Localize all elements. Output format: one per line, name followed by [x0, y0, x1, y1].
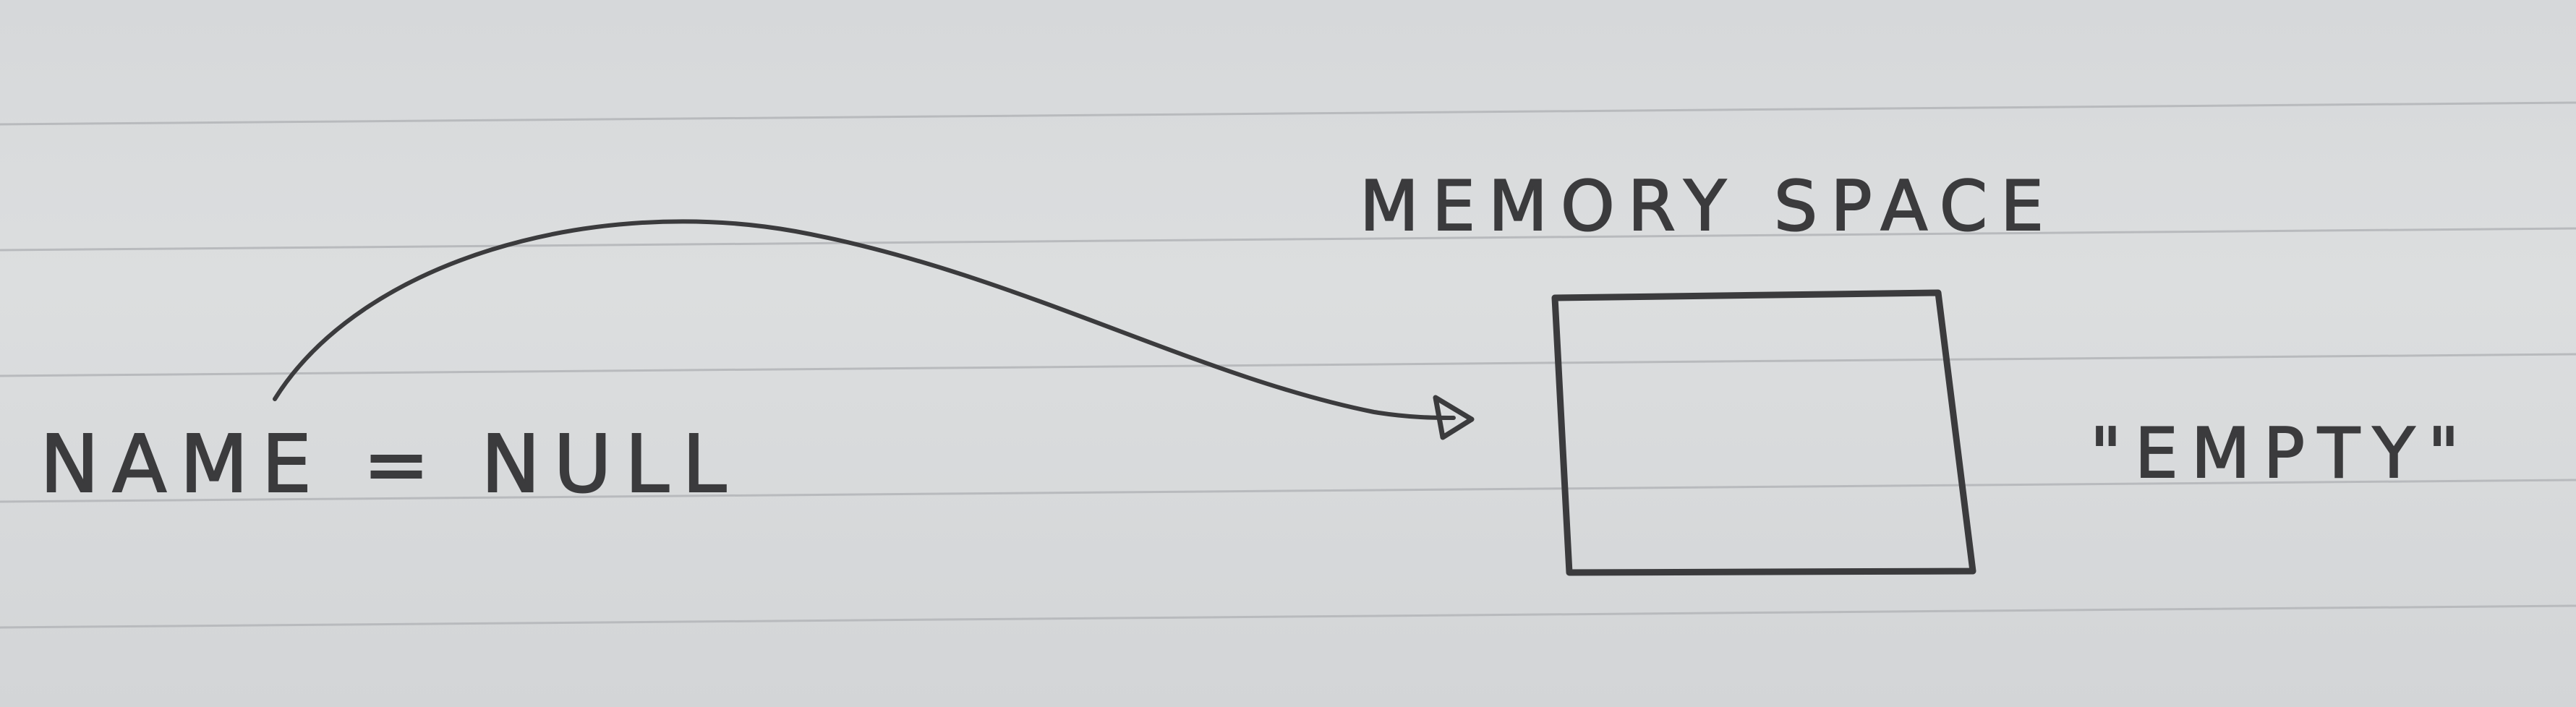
memory-box	[1551, 289, 1976, 576]
ruled-line	[0, 353, 2576, 377]
arrowhead	[1433, 395, 1475, 440]
ruled-lines	[0, 101, 2576, 629]
ruled-line	[0, 227, 2576, 252]
memory-space-label: MEMORY SPACE	[1360, 167, 2057, 247]
pointer-arrow	[273, 219, 1456, 420]
empty-note: "EMPTY"	[2090, 414, 2473, 494]
ruled-line	[0, 101, 2576, 126]
ruled-line	[0, 479, 2576, 503]
ruled-line	[0, 604, 2576, 629]
variable-label: NAME = NULL	[40, 418, 739, 510]
